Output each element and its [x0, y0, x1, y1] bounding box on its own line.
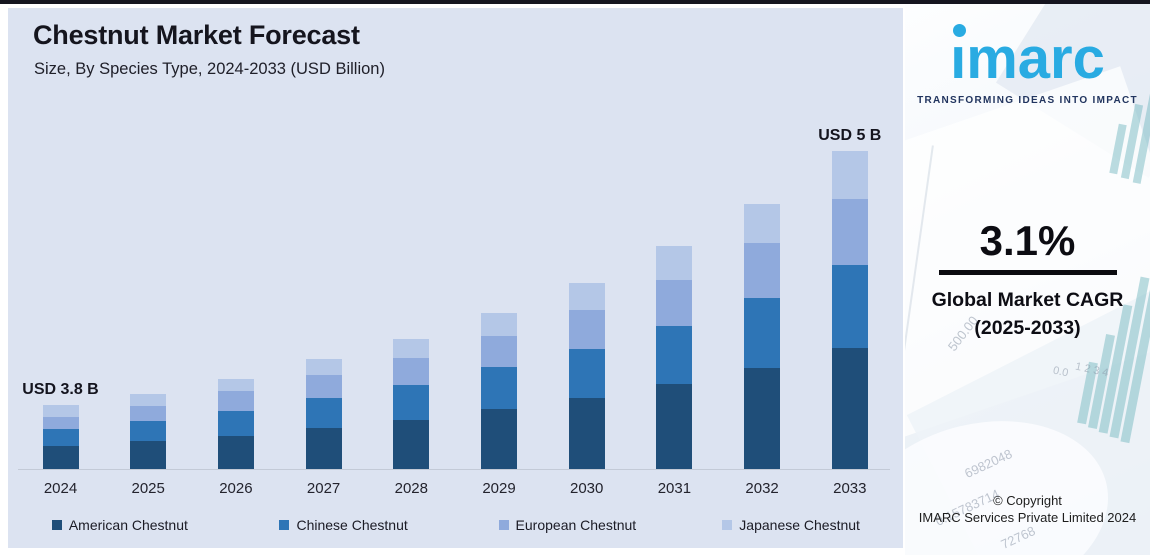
segment-japanese-chestnut	[217, 379, 254, 391]
segment-european-chestnut	[305, 375, 342, 398]
bar-2024	[42, 405, 79, 469]
segment-european-chestnut	[831, 199, 868, 265]
imarc-logo: ımarc TRANSFORMING IDEAS INTO IMPACT	[905, 24, 1150, 106]
copyright: © Copyright IMARC Services Private Limit…	[905, 493, 1150, 527]
segment-european-chestnut	[656, 280, 693, 326]
segment-american-chestnut	[831, 348, 868, 469]
x-tick-2028: 2028	[394, 480, 428, 497]
annotation-2024: USD 3.8 B	[22, 381, 99, 398]
segment-chinese-chestnut	[42, 429, 79, 446]
copyright-line1: © Copyright	[993, 493, 1062, 508]
legend-label: European Chestnut	[515, 517, 637, 533]
segment-japanese-chestnut	[831, 151, 868, 199]
segment-chinese-chestnut	[744, 298, 781, 368]
legend-swatch-icon	[51, 520, 62, 530]
x-tick-2031: 2031	[657, 480, 692, 497]
segment-american-chestnut	[393, 420, 430, 469]
decor-watermark-text: 0.0	[1051, 364, 1070, 380]
segment-japanese-chestnut	[42, 405, 79, 417]
bar-2030	[568, 283, 605, 469]
x-axis-line	[18, 469, 890, 470]
segment-japanese-chestnut	[481, 313, 517, 336]
segment-european-chestnut	[217, 391, 254, 411]
x-tick-2032: 2032	[745, 480, 779, 497]
x-tick-2029: 2029	[482, 480, 516, 497]
bar-2032	[744, 204, 781, 469]
legend-item-chinese-chestnut: Chinese Chestnut	[232, 517, 456, 533]
segment-american-chestnut	[568, 398, 605, 469]
segment-chinese-chestnut	[393, 385, 430, 420]
chart-subtitle: Size, By Species Type, 2024-2033 (USD Bi…	[34, 60, 385, 78]
x-tick-2033: 2033	[833, 480, 867, 497]
legend: American Chestnut Chinese Chestnut Europea…	[8, 517, 903, 533]
segment-japanese-chestnut	[568, 283, 605, 310]
x-tick-2024: 2024	[43, 480, 78, 497]
segment-chinese-chestnut	[481, 367, 517, 409]
imarc-tagline: TRANSFORMING IDEAS INTO IMPACT	[917, 95, 1138, 106]
legend-label: American Chestnut	[68, 517, 188, 533]
bar-2031	[656, 246, 693, 469]
segment-european-chestnut	[568, 310, 605, 349]
segment-chinese-chestnut	[656, 326, 693, 384]
segment-japanese-chestnut	[744, 204, 781, 243]
legend-item-european-chestnut: European Chestnut	[456, 517, 680, 533]
chart-panel: Chestnut Market Forecast Size, By Specie…	[8, 8, 903, 548]
segment-european-chestnut	[130, 406, 167, 421]
segment-american-chestnut	[481, 409, 517, 469]
segment-chinese-chestnut	[305, 398, 342, 428]
segment-european-chestnut	[744, 243, 781, 298]
cagr-underline	[938, 270, 1117, 276]
segment-japanese-chestnut	[393, 339, 430, 358]
legend-label: Japanese Chestnut	[739, 517, 860, 533]
x-tick-2025: 2025	[131, 480, 165, 497]
bar-2028	[393, 339, 430, 469]
legend-swatch-icon	[279, 520, 290, 530]
segment-japanese-chestnut	[305, 359, 342, 375]
legend-item-japanese-chestnut: Japanese Chestnut	[679, 517, 903, 533]
segment-american-chestnut	[217, 436, 254, 469]
bar-2027	[305, 359, 342, 469]
chart-title: Chestnut Market Forecast	[33, 20, 360, 50]
cagr-value: 3.1%	[979, 217, 1076, 264]
annotation-2033: USD 5 B	[818, 127, 882, 144]
cagr-block: 3.1% Global Market CAGR (2025-2033)	[905, 217, 1150, 340]
segment-american-chestnut	[42, 446, 79, 469]
bar-2026	[217, 379, 254, 469]
segment-chinese-chestnut	[217, 411, 254, 436]
segment-european-chestnut	[393, 358, 430, 385]
x-tick-2026: 2026	[219, 480, 253, 497]
x-tick-2030: 2030	[570, 480, 604, 497]
legend-label: Chinese Chestnut	[296, 517, 408, 533]
plot-area: 2024 USD 3.8 B 2025 2026 2027 2028 2029 2030 203…	[8, 8, 903, 548]
segment-european-chestnut	[42, 417, 79, 429]
segment-american-chestnut	[656, 384, 693, 469]
decor-watermark-text: 6982048	[962, 446, 1015, 481]
segment-american-chestnut	[130, 441, 167, 469]
copyright-line2: IMARC Services Private Limited 2024	[918, 509, 1137, 525]
segment-chinese-chestnut	[130, 421, 167, 441]
legend-item-american-chestnut: American Chestnut	[8, 517, 232, 533]
imarc-logo-text: ımarc	[950, 24, 1105, 91]
segment-chinese-chestnut	[831, 265, 868, 348]
segment-american-chestnut	[305, 428, 342, 469]
bar-2029	[481, 313, 517, 469]
brand-panel: 500.00 0.0 1 2 3 4 6982048 0.15783714 72768 ı…	[905, 4, 1150, 555]
segment-japanese-chestnut	[656, 246, 693, 280]
bar-2025	[130, 394, 167, 469]
imarc-logo-dot-icon	[953, 24, 967, 37]
cagr-label: Global Market CAGR	[931, 289, 1124, 312]
cagr-period: (2025-2033)	[974, 317, 1081, 340]
segment-american-chestnut	[744, 368, 781, 469]
segment-japanese-chestnut	[130, 394, 167, 406]
segment-chinese-chestnut	[568, 349, 605, 398]
top-border-bar	[0, 0, 1150, 4]
legend-swatch-icon	[498, 520, 509, 530]
bar-2033	[831, 151, 868, 469]
decor-watermark-text: 72768	[998, 523, 1038, 552]
x-tick-2027: 2027	[306, 480, 341, 497]
segment-european-chestnut	[481, 336, 517, 367]
legend-swatch-icon	[722, 520, 733, 530]
